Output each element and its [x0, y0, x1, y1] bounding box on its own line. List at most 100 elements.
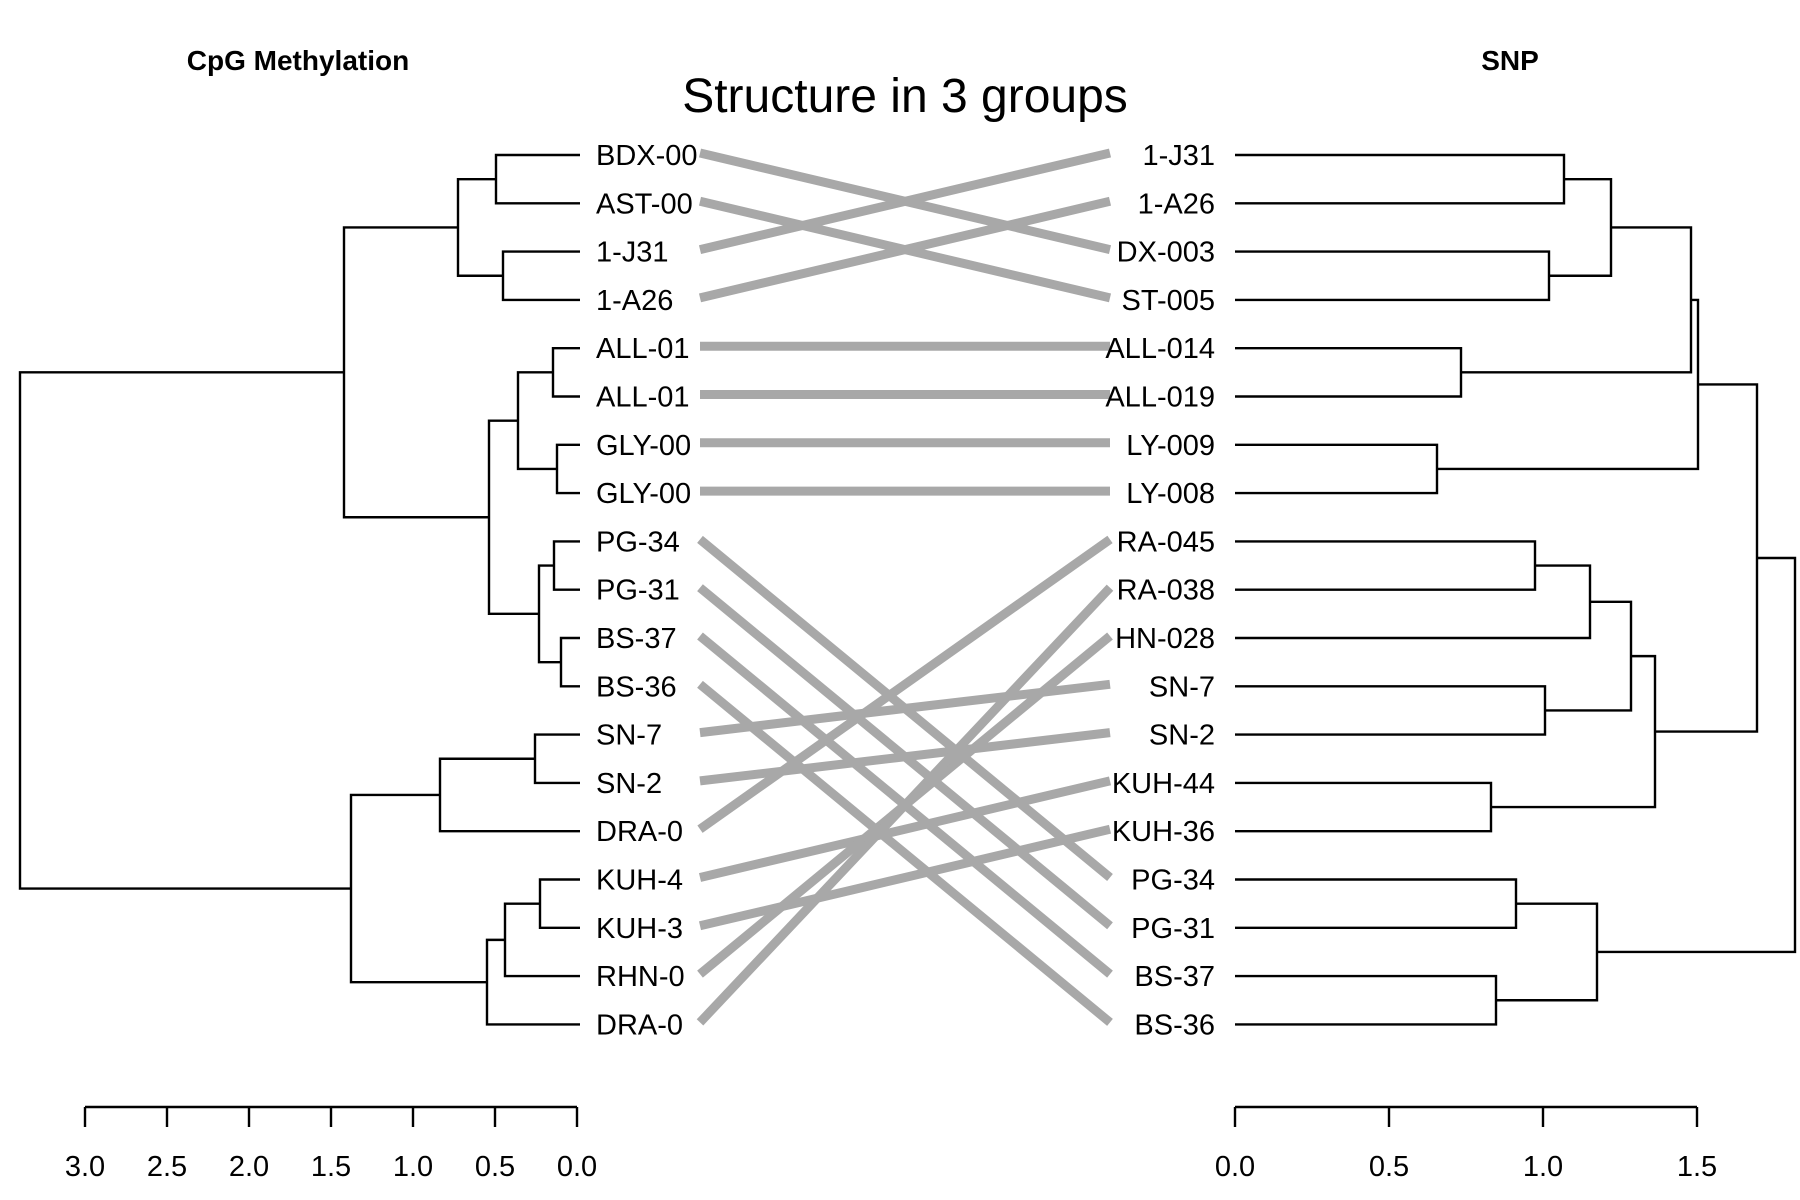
left-leaf-labels: BDX-00 AST-00 1-J31 1-A26 ALL-01 ALL-01 GLY-00… — [596, 140, 698, 1041]
right-leaf-label: SN-2 — [1149, 720, 1215, 752]
left-leaf-label: GLY-00 — [596, 478, 691, 510]
right-leaf-label: KUH-36 — [1112, 816, 1215, 848]
right-branch-1 — [1235, 153, 1566, 205]
right-leaf-labels: 1-J31 1-A26 DX-003 ST-005 ALL-014 ALL-019 LY-0… — [1105, 140, 1215, 1041]
left-branch-12 — [533, 733, 580, 785]
right-leaf-label: PG-31 — [1131, 913, 1215, 945]
right-branch-14 — [1655, 383, 1759, 733]
left-leaf-label: DRA-0 — [596, 816, 683, 848]
right-leaf-label: LY-008 — [1126, 478, 1215, 510]
right-leaf-label: RA-038 — [1117, 575, 1215, 607]
right-axis-tick-label: 0.0 — [1215, 1151, 1255, 1183]
right-leaf-label: BS-36 — [1134, 1009, 1215, 1041]
right-axis-tick-label: 1.0 — [1523, 1151, 1563, 1183]
left-axis-tick-label: 1.5 — [311, 1151, 351, 1183]
left-leaf-label: DRA-0 — [596, 1009, 683, 1041]
right-leaf-label: LY-009 — [1126, 430, 1215, 462]
left-leaf-label: SN-7 — [596, 720, 662, 752]
right-branch-8 — [1235, 540, 1537, 591]
right-branch-6 — [1235, 443, 1439, 495]
left-dendrogram — [18, 153, 580, 1026]
left-branch-17 — [349, 793, 487, 984]
connector-line-17 — [698, 824, 1112, 931]
right-leaf-label: ALL-019 — [1105, 382, 1215, 414]
right-branch-7 — [1437, 298, 1700, 471]
right-leaf-label: 1-J31 — [1142, 140, 1215, 172]
right-branch-3 — [1549, 177, 1613, 277]
left-leaf-label: ALL-01 — [596, 382, 690, 414]
left-leaf-label: AST-00 — [596, 188, 693, 220]
left-branch-11 — [342, 226, 489, 519]
right-branch-10 — [1235, 685, 1547, 736]
connector-line-15 — [697, 535, 1113, 833]
right-axis-tick-label: 0.5 — [1369, 1151, 1409, 1183]
left-branch-13 — [438, 757, 580, 833]
left-axis-tick-label: 0.5 — [475, 1151, 515, 1183]
right-branch-15 — [1235, 878, 1518, 929]
left-branch-16 — [485, 938, 580, 1026]
left-leaf-label: 1-A26 — [596, 285, 673, 317]
right-branch-4 — [1235, 347, 1463, 398]
right-leaf-label: PG-34 — [1131, 865, 1215, 897]
connector-line-3 — [698, 148, 1112, 254]
left-branch-1 — [494, 153, 580, 205]
left-leaf-label: BDX-00 — [596, 140, 698, 172]
left-axis-tick-label: 1.0 — [393, 1151, 433, 1183]
left-leaf-label: RHN-0 — [596, 961, 685, 993]
right-branch-18 — [1597, 556, 1797, 954]
right-branch-17 — [1496, 902, 1599, 1002]
left-leaf-label: GLY-00 — [596, 430, 691, 462]
main-title: Structure in 3 groups — [682, 70, 1128, 123]
left-branch-5 — [555, 443, 580, 495]
right-branch-11 — [1545, 600, 1633, 712]
left-axis-tick-label: 0.0 — [557, 1151, 597, 1183]
right-branch-16 — [1235, 974, 1498, 1026]
right-panel-title: SNP — [1481, 45, 1539, 76]
right-branch-9 — [1235, 564, 1592, 640]
left-leaf-label: BS-37 — [596, 623, 677, 655]
right-distance-axis: 0.0 0.5 1.0 1.5 — [1215, 1105, 1717, 1183]
left-distance-axis: 3.0 2.5 2.0 1.5 1.0 0.5 0.0 — [65, 1105, 597, 1183]
left-leaf-label: KUH-3 — [596, 913, 683, 945]
left-branch-6 — [516, 371, 557, 471]
left-branch-9 — [537, 564, 561, 664]
right-dendrogram — [1235, 153, 1797, 1026]
connector-line-16 — [698, 776, 1112, 882]
left-leaf-label: PG-34 — [596, 526, 680, 558]
right-axis-tick-label: 1.5 — [1677, 1151, 1717, 1183]
connector-line-19 — [696, 584, 1114, 1026]
left-branch-8 — [559, 636, 580, 688]
left-leaf-label: 1-J31 — [596, 237, 669, 269]
left-leaf-label: SN-2 — [596, 768, 662, 800]
left-axis-tick-label: 2.5 — [147, 1151, 187, 1183]
left-branch-10 — [487, 419, 539, 616]
left-branch-18 — [18, 371, 351, 890]
left-branch-15 — [503, 902, 580, 978]
left-leaf-label: ALL-01 — [596, 333, 690, 365]
right-leaf-label: HN-028 — [1115, 623, 1215, 655]
connector-line-14 — [699, 728, 1111, 786]
right-branch-12 — [1235, 781, 1493, 833]
right-leaf-label: DX-003 — [1117, 237, 1215, 269]
left-axis-tick-label: 3.0 — [65, 1151, 105, 1183]
left-leaf-label: PG-31 — [596, 575, 680, 607]
right-leaf-label: 1-A26 — [1138, 188, 1215, 220]
left-panel-title: CpG Methylation — [187, 45, 409, 76]
left-branch-2 — [501, 250, 580, 302]
connector-line-4 — [698, 196, 1112, 303]
left-leaf-label: KUH-4 — [596, 865, 683, 897]
left-branch-7 — [552, 540, 580, 591]
left-branch-14 — [538, 878, 580, 929]
connector-lines — [696, 148, 1114, 1026]
right-leaf-label: ST-005 — [1122, 285, 1216, 317]
right-branch-2 — [1235, 250, 1551, 302]
right-leaf-label: KUH-44 — [1112, 768, 1215, 800]
connector-line-12 — [697, 680, 1113, 1026]
right-leaf-label: BS-37 — [1134, 961, 1215, 993]
right-leaf-label: SN-7 — [1149, 671, 1215, 703]
right-leaf-label: ALL-014 — [1105, 333, 1215, 365]
left-branch-4 — [551, 347, 580, 398]
left-leaf-label: BS-36 — [596, 671, 677, 703]
right-leaf-label: RA-045 — [1117, 526, 1215, 558]
